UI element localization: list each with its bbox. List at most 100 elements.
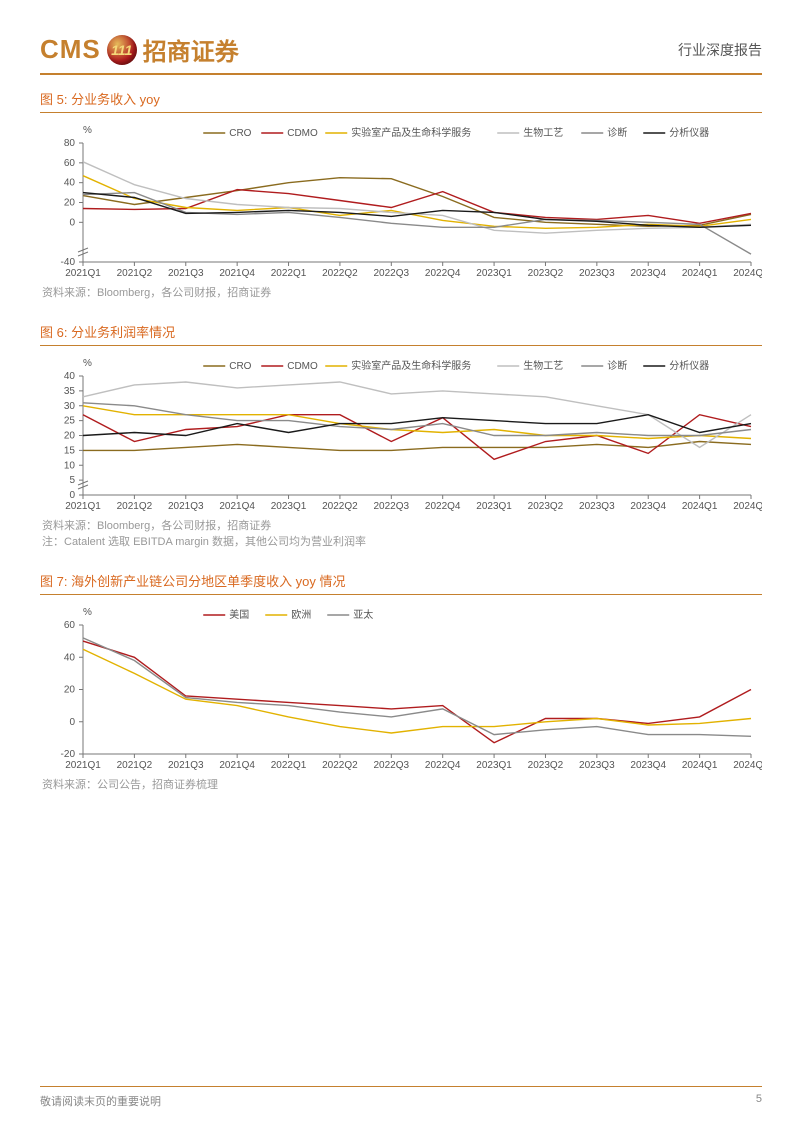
- svg-text:CDMO: CDMO: [287, 128, 318, 139]
- svg-text:欧洲: 欧洲: [291, 609, 311, 621]
- svg-text:2023Q2: 2023Q2: [528, 501, 564, 512]
- figure-7: 图 7: 海外创新产业链公司分地区单季度收入 yoy 情况 % -20 0 20 40 6…: [40, 571, 762, 792]
- svg-text:诊断: 诊断: [607, 126, 627, 139]
- logo-cn: 招商证券: [143, 32, 239, 67]
- svg-text:2021Q4: 2021Q4: [219, 268, 255, 279]
- svg-text:40: 40: [64, 371, 76, 382]
- svg-text:2021Q3: 2021Q3: [168, 501, 204, 512]
- svg-text:2021Q2: 2021Q2: [117, 268, 153, 279]
- svg-text:2021Q3: 2021Q3: [168, 760, 204, 771]
- svg-text:2022Q2: 2022Q2: [322, 501, 358, 512]
- svg-text:分析仪器: 分析仪器: [669, 126, 709, 139]
- svg-text:2021Q1: 2021Q1: [65, 268, 101, 279]
- svg-text:2021Q1: 2021Q1: [65, 760, 101, 771]
- svg-text:2023Q1: 2023Q1: [271, 501, 307, 512]
- svg-text:CRO: CRO: [229, 361, 251, 372]
- logo-en: CMS: [40, 34, 101, 65]
- logo: CMS 111 招商证券: [40, 32, 239, 67]
- source-line: 资料来源：Bloomberg，各公司财报，招商证券: [40, 517, 762, 533]
- svg-text:亚太: 亚太: [353, 608, 373, 621]
- svg-text:2023Q4: 2023Q4: [630, 268, 666, 279]
- svg-text:2022Q2: 2022Q2: [322, 760, 358, 771]
- svg-text:实验室产品及生命科学服务: 实验室产品及生命科学服务: [351, 359, 471, 372]
- svg-text:2023Q1: 2023Q1: [476, 501, 512, 512]
- svg-text:2023Q3: 2023Q3: [579, 501, 615, 512]
- svg-text:2023Q1: 2023Q1: [476, 760, 512, 771]
- svg-text:20: 20: [64, 431, 76, 442]
- figure-title-row: 图 7: 海外创新产业链公司分地区单季度收入 yoy 情况: [40, 571, 762, 595]
- figure-5: 图 5: 分业务收入 yoy % -40 0 20 40 60 80 2021Q1 2021Q2…: [40, 89, 762, 300]
- svg-text:-20: -20: [61, 749, 76, 760]
- svg-text:2023Q3: 2023Q3: [579, 268, 615, 279]
- svg-text:2022Q3: 2022Q3: [374, 501, 410, 512]
- svg-text:实验室产品及生命科学服务: 实验室产品及生命科学服务: [351, 126, 471, 139]
- figure-6: 图 6: 分业务利润率情况 %05101520253035402021Q1202…: [40, 322, 762, 549]
- svg-text:%: %: [83, 125, 92, 136]
- svg-text:20: 20: [64, 685, 76, 696]
- svg-text:2023Q4: 2023Q4: [630, 501, 666, 512]
- svg-text:10: 10: [64, 460, 76, 471]
- doc-type: 行业深度报告: [678, 40, 762, 60]
- svg-text:2022Q1: 2022Q1: [271, 268, 307, 279]
- svg-text:0: 0: [69, 717, 75, 728]
- svg-text:2023Q1: 2023Q1: [476, 268, 512, 279]
- svg-text:生物工艺: 生物工艺: [523, 359, 563, 372]
- svg-text:-40: -40: [61, 257, 76, 268]
- svg-text:25: 25: [64, 416, 76, 427]
- svg-text:2022Q3: 2022Q3: [374, 760, 410, 771]
- svg-text:CRO: CRO: [229, 128, 251, 139]
- svg-text:40: 40: [64, 652, 76, 663]
- svg-text:2023Q2: 2023Q2: [528, 268, 564, 279]
- svg-text:2024Q1: 2024Q1: [682, 760, 718, 771]
- svg-text:2022Q4: 2022Q4: [425, 760, 461, 771]
- svg-text:2022Q2: 2022Q2: [322, 268, 358, 279]
- figure-title: 图 5: 分业务收入 yoy: [40, 92, 160, 107]
- figure-title: 图 6: 分业务利润率情况: [40, 325, 175, 340]
- svg-text:2024Q2: 2024Q2: [733, 501, 762, 512]
- svg-text:2021Q2: 2021Q2: [117, 760, 153, 771]
- svg-text:2024Q2: 2024Q2: [733, 760, 762, 771]
- svg-text:40: 40: [64, 178, 76, 189]
- svg-text:2023Q2: 2023Q2: [528, 760, 564, 771]
- svg-text:生物工艺: 生物工艺: [523, 126, 563, 139]
- svg-text:2022Q4: 2022Q4: [425, 268, 461, 279]
- logo-icon: 111: [107, 35, 137, 65]
- svg-text:20: 20: [64, 198, 76, 209]
- svg-text:2024Q2: 2024Q2: [733, 268, 762, 279]
- svg-text:2021Q3: 2021Q3: [168, 268, 204, 279]
- source-line: 资料来源：Bloomberg，各公司财报，招商证券: [40, 284, 762, 300]
- svg-text:0: 0: [69, 217, 75, 228]
- svg-text:0: 0: [69, 490, 75, 501]
- svg-text:60: 60: [64, 620, 76, 631]
- page-header: CMS 111 招商证券 行业深度报告: [40, 32, 762, 75]
- page-number: 5: [756, 1093, 762, 1109]
- figure-title-row: 图 6: 分业务利润率情况: [40, 322, 762, 346]
- svg-text:CDMO: CDMO: [287, 361, 318, 372]
- svg-text:2022Q3: 2022Q3: [374, 268, 410, 279]
- svg-text:15: 15: [64, 445, 76, 456]
- source-line: 资料来源：公司公告，招商证券梳理: [40, 776, 762, 792]
- svg-text:30: 30: [64, 401, 76, 412]
- svg-text:2024Q1: 2024Q1: [682, 501, 718, 512]
- svg-text:%: %: [83, 607, 92, 618]
- chart-fig7: % -20 0 20 40 60 2021Q1 2021Q2 2021Q3 2021Q4 2022Q…: [40, 599, 762, 774]
- svg-text:诊断: 诊断: [607, 359, 627, 372]
- footer-note: 敬请阅读末页的重要说明: [40, 1093, 161, 1109]
- svg-text:2021Q4: 2021Q4: [219, 760, 255, 771]
- svg-text:分析仪器: 分析仪器: [669, 359, 709, 372]
- svg-text:2022Q4: 2022Q4: [425, 501, 461, 512]
- svg-text:60: 60: [64, 158, 76, 169]
- svg-text:2021Q1: 2021Q1: [65, 501, 101, 512]
- chart-fig6: %05101520253035402021Q12021Q22021Q32021Q…: [40, 350, 762, 515]
- svg-text:%: %: [83, 358, 92, 369]
- svg-text:2021Q4: 2021Q4: [219, 501, 255, 512]
- svg-text:2021Q2: 2021Q2: [117, 501, 153, 512]
- figure-title-row: 图 5: 分业务收入 yoy: [40, 89, 762, 113]
- page-footer: 敬请阅读末页的重要说明 5: [40, 1086, 762, 1109]
- svg-text:2023Q4: 2023Q4: [630, 760, 666, 771]
- svg-text:35: 35: [64, 386, 76, 397]
- svg-text:2024Q1: 2024Q1: [682, 268, 718, 279]
- note-line: 注：Catalent 选取 EBITDA margin 数据，其他公司均为营业利…: [40, 533, 762, 549]
- svg-text:80: 80: [64, 138, 76, 149]
- svg-text:2022Q1: 2022Q1: [271, 760, 307, 771]
